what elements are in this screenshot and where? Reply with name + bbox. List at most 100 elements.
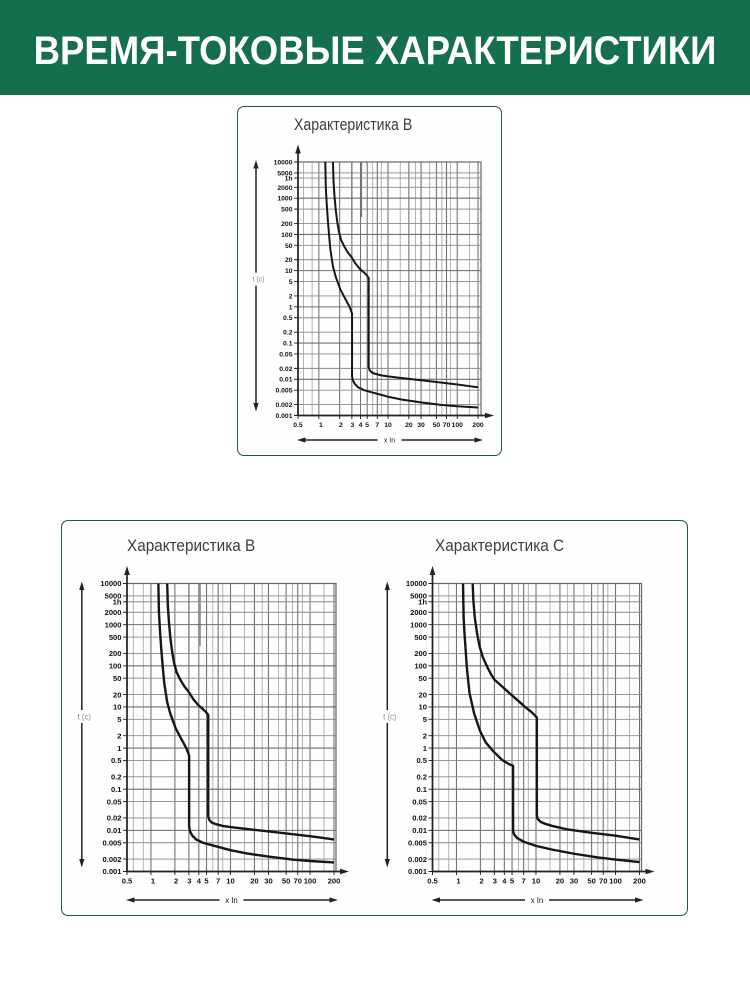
svg-text:3: 3 xyxy=(350,422,354,429)
svg-text:0.5: 0.5 xyxy=(122,877,133,886)
svg-text:4: 4 xyxy=(197,877,202,886)
svg-text:200: 200 xyxy=(414,649,427,658)
svg-text:200: 200 xyxy=(281,221,293,228)
svg-text:1: 1 xyxy=(456,877,461,886)
svg-text:5000: 5000 xyxy=(105,592,122,601)
svg-text:0.02: 0.02 xyxy=(279,366,292,373)
svg-text:0.005: 0.005 xyxy=(408,838,428,847)
svg-text:2: 2 xyxy=(423,731,427,740)
svg-text:0.5: 0.5 xyxy=(293,422,303,429)
svg-text:1: 1 xyxy=(289,304,293,311)
svg-text:10: 10 xyxy=(285,268,293,275)
svg-text:t (c): t (c) xyxy=(383,712,397,721)
svg-text:0.5: 0.5 xyxy=(416,756,427,765)
svg-text:50: 50 xyxy=(113,674,121,683)
svg-text:0.2: 0.2 xyxy=(416,773,427,782)
svg-text:0.05: 0.05 xyxy=(412,797,428,806)
svg-text:1000: 1000 xyxy=(410,620,427,629)
svg-text:0.001: 0.001 xyxy=(408,867,428,876)
svg-text:7: 7 xyxy=(522,877,526,886)
svg-text:500: 500 xyxy=(109,633,122,642)
svg-text:10000: 10000 xyxy=(100,579,121,588)
svg-text:10: 10 xyxy=(419,703,427,712)
svg-text:2: 2 xyxy=(479,877,483,886)
svg-text:2: 2 xyxy=(339,422,343,429)
svg-text:7: 7 xyxy=(375,422,379,429)
svg-text:30: 30 xyxy=(417,422,425,429)
svg-text:4: 4 xyxy=(359,422,363,429)
svg-text:10000: 10000 xyxy=(274,159,293,166)
svg-text:0.1: 0.1 xyxy=(283,341,293,348)
svg-text:4: 4 xyxy=(502,877,507,886)
svg-text:5: 5 xyxy=(289,279,293,286)
svg-text:t (c): t (c) xyxy=(78,712,92,721)
svg-text:70: 70 xyxy=(293,877,301,886)
svg-text:3: 3 xyxy=(187,877,191,886)
svg-text:1: 1 xyxy=(319,422,323,429)
svg-text:1: 1 xyxy=(117,744,122,753)
svg-text:1: 1 xyxy=(423,744,428,753)
svg-text:50: 50 xyxy=(587,877,595,886)
svg-text:3: 3 xyxy=(493,877,497,886)
svg-text:7: 7 xyxy=(216,877,220,886)
svg-text:100: 100 xyxy=(304,877,317,886)
svg-text:x In: x In xyxy=(225,896,238,905)
svg-text:20: 20 xyxy=(556,877,564,886)
svg-text:0.01: 0.01 xyxy=(279,377,292,384)
svg-text:0.5: 0.5 xyxy=(111,756,122,765)
svg-text:0.2: 0.2 xyxy=(283,330,293,337)
svg-text:100: 100 xyxy=(281,232,293,239)
svg-text:0.002: 0.002 xyxy=(102,855,121,864)
svg-text:5000: 5000 xyxy=(410,592,427,601)
svg-text:2000: 2000 xyxy=(410,608,427,617)
svg-text:500: 500 xyxy=(281,207,293,214)
svg-text:2: 2 xyxy=(117,731,121,740)
svg-text:50: 50 xyxy=(419,674,427,683)
svg-text:1000: 1000 xyxy=(105,620,122,629)
svg-text:100: 100 xyxy=(609,877,622,886)
svg-text:2: 2 xyxy=(174,877,178,886)
svg-text:100: 100 xyxy=(109,662,122,671)
svg-text:20: 20 xyxy=(405,422,413,429)
svg-text:5: 5 xyxy=(204,877,209,886)
svg-text:0.005: 0.005 xyxy=(275,388,292,395)
svg-text:x In: x In xyxy=(531,896,544,905)
svg-text:20: 20 xyxy=(419,690,427,699)
svg-text:1h: 1h xyxy=(418,597,427,606)
svg-text:0.5: 0.5 xyxy=(283,315,293,322)
svg-text:30: 30 xyxy=(264,877,272,886)
svg-text:2000: 2000 xyxy=(277,185,292,192)
svg-text:0.2: 0.2 xyxy=(111,773,122,782)
svg-text:2: 2 xyxy=(289,293,293,300)
svg-text:5000: 5000 xyxy=(277,170,292,177)
svg-text:70: 70 xyxy=(443,422,451,429)
svg-text:20: 20 xyxy=(285,257,293,264)
svg-text:5: 5 xyxy=(365,422,369,429)
svg-text:5: 5 xyxy=(117,715,122,724)
svg-text:5: 5 xyxy=(423,715,428,724)
svg-text:10: 10 xyxy=(384,422,392,429)
svg-text:0.02: 0.02 xyxy=(107,814,122,823)
svg-text:0.01: 0.01 xyxy=(412,826,428,835)
svg-text:200: 200 xyxy=(109,649,122,658)
svg-text:0.05: 0.05 xyxy=(107,797,123,806)
svg-text:0.1: 0.1 xyxy=(111,785,122,794)
svg-text:1h: 1h xyxy=(113,597,122,606)
svg-text:0.001: 0.001 xyxy=(102,867,122,876)
svg-text:0.002: 0.002 xyxy=(275,402,292,409)
svg-text:t (c): t (c) xyxy=(252,277,264,284)
svg-text:0.5: 0.5 xyxy=(427,877,438,886)
svg-text:70: 70 xyxy=(599,877,607,886)
svg-text:2000: 2000 xyxy=(105,608,122,617)
svg-text:200: 200 xyxy=(328,877,341,886)
svg-text:10: 10 xyxy=(113,703,121,712)
svg-text:1h: 1h xyxy=(285,176,293,183)
svg-text:10000: 10000 xyxy=(406,579,427,588)
svg-text:10: 10 xyxy=(532,877,540,886)
svg-text:200: 200 xyxy=(633,877,646,886)
svg-text:30: 30 xyxy=(570,877,578,886)
svg-text:50: 50 xyxy=(433,422,441,429)
svg-text:100: 100 xyxy=(414,662,427,671)
svg-text:1000: 1000 xyxy=(277,196,292,203)
svg-text:200: 200 xyxy=(472,422,484,429)
